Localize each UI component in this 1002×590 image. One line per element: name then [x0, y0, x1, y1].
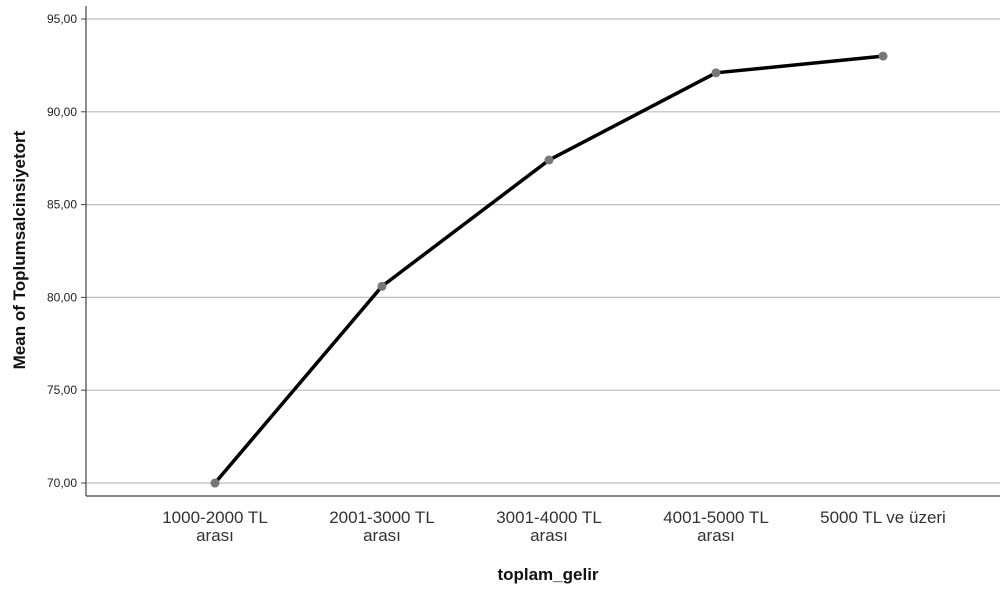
- y-axis-title: Mean of Toplumsalcinsiyetort: [10, 130, 29, 369]
- series-line: [213, 54, 885, 485]
- y-tick-label: 80,00: [47, 290, 77, 304]
- x-category-label-line: arası: [196, 526, 234, 545]
- y-tick-label: 70,00: [47, 476, 77, 490]
- data-point: [210, 478, 220, 488]
- y-tick-label: 85,00: [47, 198, 77, 212]
- y-tick-label: 95,00: [47, 12, 77, 26]
- data-point: [544, 155, 554, 165]
- data-point: [377, 281, 387, 291]
- x-category-label-line: arası: [363, 526, 401, 545]
- x-category-label-line: 1000-2000 TL: [162, 508, 268, 527]
- x-category-label-line: arası: [697, 526, 735, 545]
- data-point: [711, 68, 721, 78]
- x-category-label: 3001-4000 TL arası: [496, 508, 602, 545]
- y-tick-label: 75,00: [47, 383, 77, 397]
- y-tick-labels: 70,00 75,00 80,00 85,00 90,00 95,00: [47, 12, 77, 490]
- x-category-label-line: 4001-5000 TL: [663, 508, 769, 527]
- series: [210, 51, 888, 488]
- data-point: [878, 51, 888, 61]
- x-category-label: 2001-3000 TL arası: [329, 508, 435, 545]
- gridlines: [81, 18, 1000, 484]
- y-tick-label: 90,00: [47, 105, 77, 119]
- x-category-label-line: 2001-3000 TL: [329, 508, 435, 527]
- x-category-label: 1000-2000 TL arası: [162, 508, 268, 545]
- x-category-label: 5000 TL ve üzeri: [820, 508, 946, 527]
- axes: [85, 6, 1000, 497]
- x-axis-title: toplam_gelir: [497, 565, 598, 584]
- x-category-label-line: 5000 TL ve üzeri: [820, 508, 946, 527]
- x-category-label-line: 3001-4000 TL: [496, 508, 602, 527]
- x-category-label-line: arası: [530, 526, 568, 545]
- x-category-label: 4001-5000 TL arası: [663, 508, 769, 545]
